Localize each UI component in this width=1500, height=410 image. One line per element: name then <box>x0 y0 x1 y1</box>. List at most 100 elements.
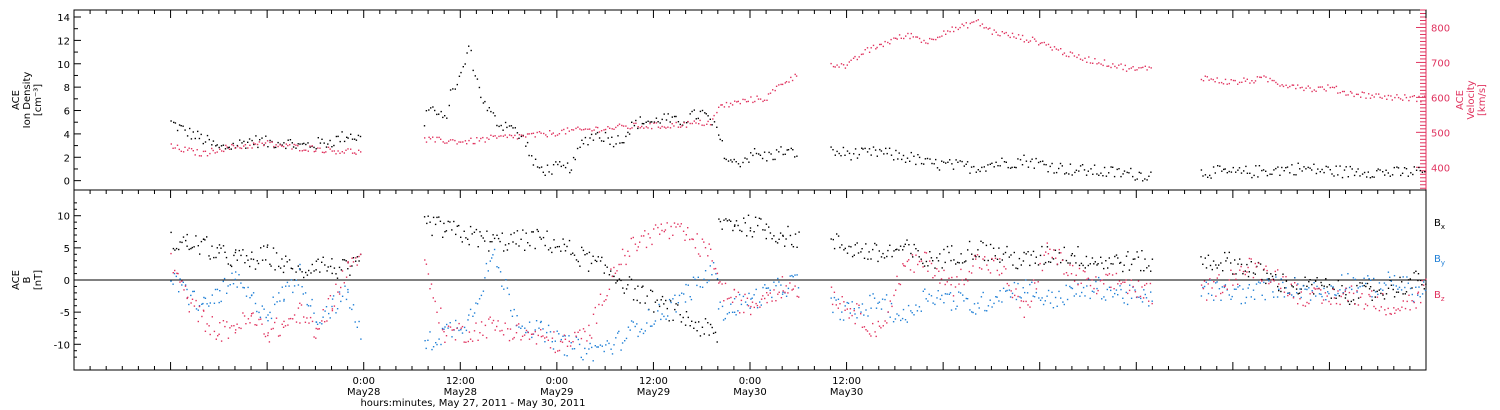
data-point <box>273 145 275 148</box>
data-point <box>484 240 486 242</box>
data-point <box>460 327 462 329</box>
data-point <box>1366 176 1368 178</box>
data-point <box>1345 287 1347 289</box>
data-point <box>923 265 926 267</box>
data-point <box>838 66 840 68</box>
data-point <box>846 64 848 66</box>
data-point <box>1119 285 1121 287</box>
data-point <box>961 160 963 163</box>
data-point <box>178 291 180 293</box>
data-point <box>991 162 993 164</box>
data-point <box>1259 279 1262 281</box>
data-point <box>1144 65 1146 67</box>
data-point <box>771 238 773 240</box>
data-point <box>1373 176 1375 178</box>
data-point <box>681 292 683 294</box>
data-point <box>757 224 759 227</box>
data-point <box>1078 170 1080 172</box>
data-point <box>1383 282 1386 284</box>
data-point <box>777 277 779 280</box>
data-point <box>999 35 1001 37</box>
data-point <box>435 342 437 344</box>
data-point <box>231 272 233 274</box>
data-point <box>192 131 194 133</box>
data-point <box>607 137 609 139</box>
data-point <box>918 37 921 40</box>
data-point <box>1069 285 1071 288</box>
data-point <box>516 230 519 232</box>
data-point <box>847 302 850 304</box>
data-point <box>1407 175 1409 177</box>
data-point <box>1125 255 1128 257</box>
data-point <box>1008 289 1011 291</box>
data-point <box>582 359 584 361</box>
data-point <box>546 230 548 232</box>
data-point <box>505 279 507 281</box>
data-point <box>981 268 983 270</box>
data-point <box>1253 298 1256 300</box>
data-point <box>844 309 846 311</box>
data-point <box>301 143 304 145</box>
data-point <box>1354 278 1357 281</box>
data-point <box>1387 287 1390 289</box>
data-point <box>940 278 943 280</box>
data-point <box>1243 170 1245 172</box>
data-point <box>987 259 989 262</box>
data-point <box>1005 161 1007 163</box>
x-tick-time: 0:00 <box>546 376 568 387</box>
data-point <box>668 298 671 301</box>
data-point <box>545 134 547 136</box>
data-point <box>941 160 943 162</box>
data-point <box>1056 305 1058 307</box>
data-point <box>222 280 224 283</box>
data-point <box>211 144 213 146</box>
data-point <box>1273 296 1275 298</box>
data-point <box>1134 258 1136 260</box>
data-point <box>1237 169 1239 171</box>
data-point <box>436 343 438 346</box>
data-point <box>634 243 637 245</box>
data-point <box>617 124 619 127</box>
data-point <box>850 59 852 61</box>
data-point <box>1282 273 1284 275</box>
data-point <box>1314 280 1317 282</box>
data-point <box>194 137 196 140</box>
data-point <box>1371 176 1373 178</box>
data-point <box>1278 283 1280 285</box>
data-point <box>986 310 988 312</box>
data-point <box>620 349 622 351</box>
data-point <box>1138 67 1140 69</box>
data-point <box>873 297 876 299</box>
data-point <box>934 275 936 277</box>
data-point <box>1042 160 1044 162</box>
data-point <box>983 259 986 262</box>
data-point <box>1315 295 1317 297</box>
data-point <box>297 143 299 145</box>
data-point <box>356 256 359 258</box>
data-point <box>251 139 253 142</box>
data-point <box>841 311 843 313</box>
data-point <box>865 329 867 331</box>
data-point <box>1075 169 1078 171</box>
data-point <box>636 249 638 252</box>
data-point <box>204 297 207 299</box>
data-point <box>1300 291 1302 293</box>
data-point <box>781 276 784 278</box>
data-point <box>778 151 780 153</box>
data-point <box>248 138 251 140</box>
data-point <box>1207 283 1209 285</box>
data-point <box>937 260 940 262</box>
x-tick-date: May30 <box>830 387 863 398</box>
data-point <box>673 115 676 118</box>
data-point <box>208 305 210 307</box>
data-point <box>1402 99 1404 101</box>
data-point <box>679 225 681 228</box>
data-point <box>1399 276 1401 279</box>
data-point <box>219 322 221 324</box>
data-point <box>687 120 689 123</box>
data-point <box>1071 253 1073 255</box>
data-point <box>1359 285 1361 288</box>
data-point <box>669 300 672 302</box>
data-point <box>579 128 581 130</box>
data-point <box>781 293 784 295</box>
